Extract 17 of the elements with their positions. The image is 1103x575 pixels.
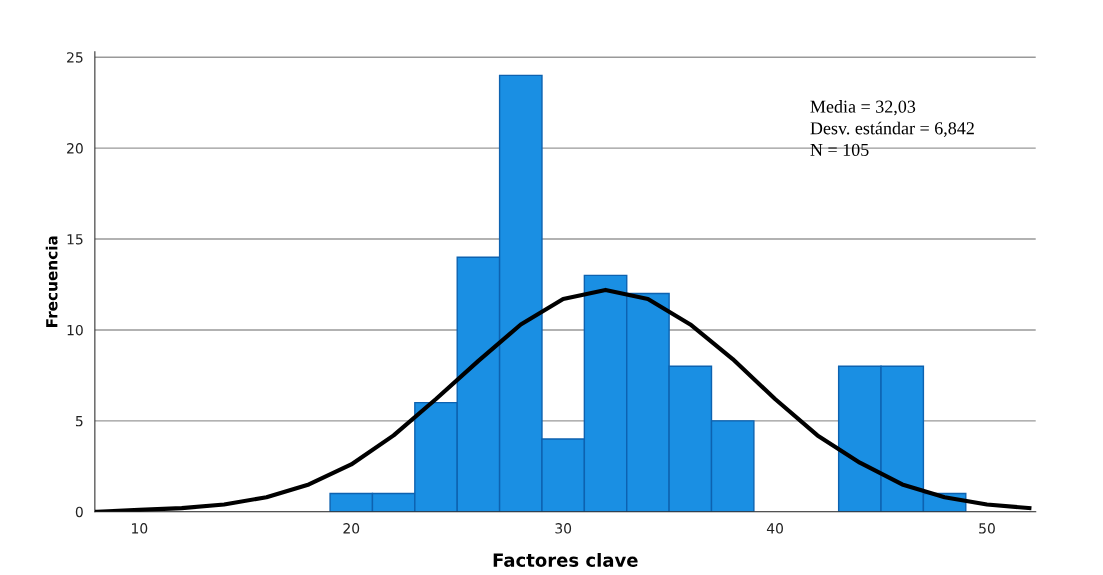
- y-axis-title: Frecuencia: [45, 236, 58, 327]
- y-tick-label: 0: [75, 506, 83, 518]
- x-tick-label: 40: [766, 523, 783, 534]
- x-tick-label: 20: [343, 523, 360, 534]
- y-tick-label: 5: [75, 415, 83, 427]
- x-tick-label: 10: [132, 523, 148, 534]
- line-series: [94, 287, 1032, 512]
- y-tick-label: 20: [67, 143, 83, 154]
- x-tick-label: 30: [555, 523, 572, 534]
- annotation: N = 105: [810, 143, 869, 156]
- y-tick-label: 10: [67, 324, 83, 336]
- annotation: Desv. estándar = 6,842: [810, 121, 974, 137]
- x-tick-label: 50: [979, 523, 995, 534]
- x-axis-title: Factores clave: [493, 552, 638, 567]
- y-tick-label: 25: [67, 52, 83, 63]
- annotation: Media = 32,03: [810, 100, 916, 116]
- y-tick-label: 15: [67, 234, 83, 245]
